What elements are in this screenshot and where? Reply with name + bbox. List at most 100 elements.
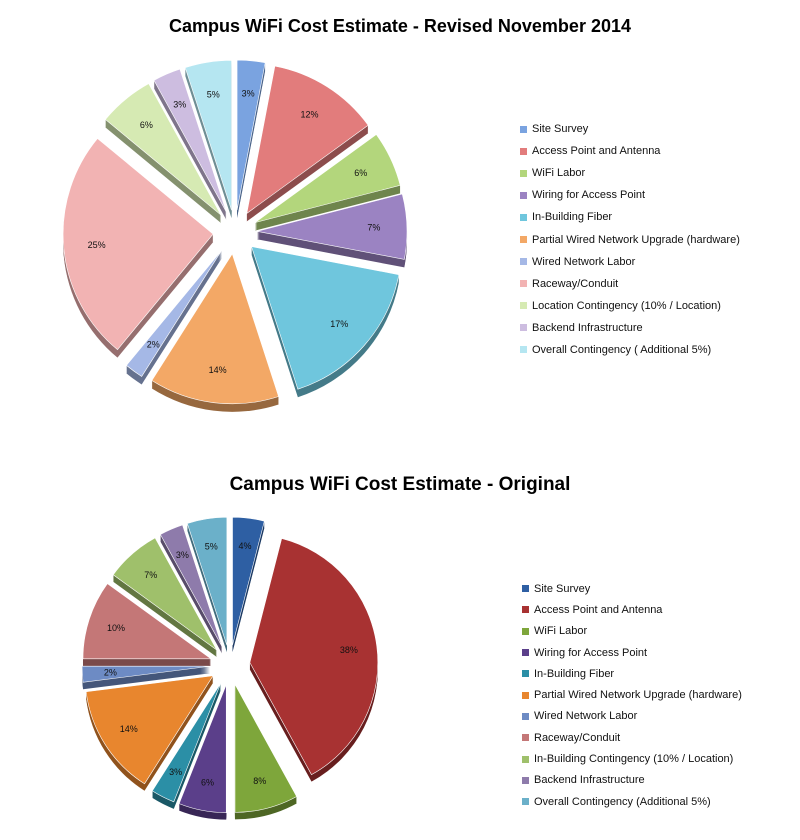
legend-swatch [520,213,527,221]
legend-item: Wired Network Labor [520,251,740,273]
pie-slice [151,253,279,405]
slice-data-label: 5% [207,90,220,100]
legend-swatch [520,147,527,155]
pie-slice [153,68,227,212]
legend-swatch [520,258,527,266]
legend-label: Access Point and Antenna [534,603,663,616]
legend-item: Overall Contingency ( Additional 5%) [520,339,740,361]
slice-data-label: 7% [367,223,380,233]
chart-title: Campus WiFi Cost Estimate - Original [229,474,571,495]
pie-slice [256,193,408,260]
legend-item: In-Building Contingency (10% / Location) [522,748,742,769]
legend-label: Access Point and Antenna [532,145,661,158]
legend-item: Raceway/Conduit [520,273,740,295]
legend-swatch [522,776,529,784]
slice-data-label: 5% [205,542,218,552]
slice-data-label: 3% [242,89,255,99]
chart-title: Campus WiFi Cost Estimate - Revised Nove… [169,16,631,36]
slice-data-label: 3% [173,99,186,109]
chart-original: Campus WiFi Cost Estimate - Original 4% 3… [0,460,800,840]
legend-item: Wired Network Labor [522,706,742,727]
legend-label: Overall Contingency (Additional 5%) [534,795,711,808]
legend-swatch [520,302,527,310]
pie-slice [178,684,227,813]
pie-chart: 3% 12% 6% 7% 17% 14% 2% 25% 6% 3% 5% [62,59,408,412]
pie-slice [82,583,212,660]
legend-item: In-Building Fiber [522,663,742,684]
legend-swatch [520,169,527,177]
legend-label: Raceway/Conduit [534,731,621,744]
legend-item: Raceway/Conduit [522,727,742,748]
chart-revised: Campus WiFi Cost Estimate - Revised Nove… [62,16,740,412]
legend-label: Raceway/Conduit [532,277,619,290]
legend-swatch [522,755,529,763]
legend-swatch [522,798,529,806]
pie-slice [159,524,223,647]
legend-swatch [522,712,529,720]
pie-chart: 4% 38% 8% 6% 3% 14% 2% 10% 7% 3% 5% [81,516,379,820]
legend: Site Survey Access Point and Antenna WiFi … [522,578,742,812]
slice-data-label: 14% [209,365,227,375]
legend-label: In-Building Contingency (10% / Location) [534,753,734,766]
legend-item: Wiring for Access Point [520,184,740,206]
legend-swatch [520,346,527,354]
legend-label: Location Contingency (10% / Location) [532,299,721,312]
pie-slice [249,538,379,776]
pie-slice [232,516,265,646]
slice-data-label: 14% [120,724,138,734]
pie-slice [251,246,400,390]
legend-item: Location Contingency (10% / Location) [520,295,740,317]
pie-slice [104,83,222,216]
legend-label: Wired Network Labor [532,255,636,268]
legend-swatch [520,324,527,332]
slice-data-label: 8% [253,776,266,786]
pie-slice [254,134,401,223]
pie-slice [85,675,214,785]
legend-item: Partial Wired Network Upgrade (hardware) [520,228,740,250]
slice-data-label: 3% [169,767,182,777]
legend-item: WiFi Labor [520,162,740,184]
legend-item: Access Point and Antenna [522,599,742,620]
legend-label: Partial Wired Network Upgrade (hardware) [534,689,742,702]
legend-swatch [520,280,527,288]
pie-slice [151,682,222,803]
legend-item: Overall Contingency (Additional 5%) [522,791,742,812]
pie-slice [186,516,228,646]
legend-item: WiFi Labor [522,621,742,642]
legend-swatch [522,585,529,593]
legend-label: In-Building Fiber [532,211,613,224]
legend-item: Site Survey [522,578,742,599]
legend-label: Overall Contingency ( Additional 5%) [532,343,712,356]
legend-label: WiFi Labor [532,167,586,180]
legend-label: Wired Network Labor [534,710,638,723]
slice-data-label: 2% [104,668,117,678]
legend-swatch [522,606,529,614]
legend-label: Site Survey [532,123,589,136]
pie-slice [236,59,266,211]
legend-swatch [520,125,527,133]
slice-data-label: 2% [147,339,160,349]
slice-data-label: 7% [144,570,157,580]
pie-slice [62,138,214,351]
legend-swatch [520,191,527,199]
slice-data-label: 12% [300,110,318,120]
legend-label: Site Survey [534,582,591,595]
slice-data-label: 6% [354,168,367,178]
legend-swatch [522,734,529,742]
legend-item: Site Survey [520,118,740,140]
legend: Site Survey Access Point and Antenna WiFi … [520,118,740,361]
legend-swatch [522,627,529,635]
legend-item: Backend Infrastructure [522,770,742,791]
slice-data-label: 6% [201,778,214,788]
legend-item: Wiring for Access Point [522,642,742,663]
legend-swatch [522,691,529,699]
legend-label: In-Building Fiber [534,667,615,680]
legend-label: Backend Infrastructure [532,321,643,334]
legend-label: Wiring for Access Point [532,189,646,202]
pie-slice [234,684,298,813]
legend-item: Access Point and Antenna [520,140,740,162]
slice-data-label: 4% [239,541,252,551]
legend-label: Backend Infrastructure [534,774,645,787]
slice-data-label: 6% [140,120,153,130]
legend-swatch [522,670,529,678]
